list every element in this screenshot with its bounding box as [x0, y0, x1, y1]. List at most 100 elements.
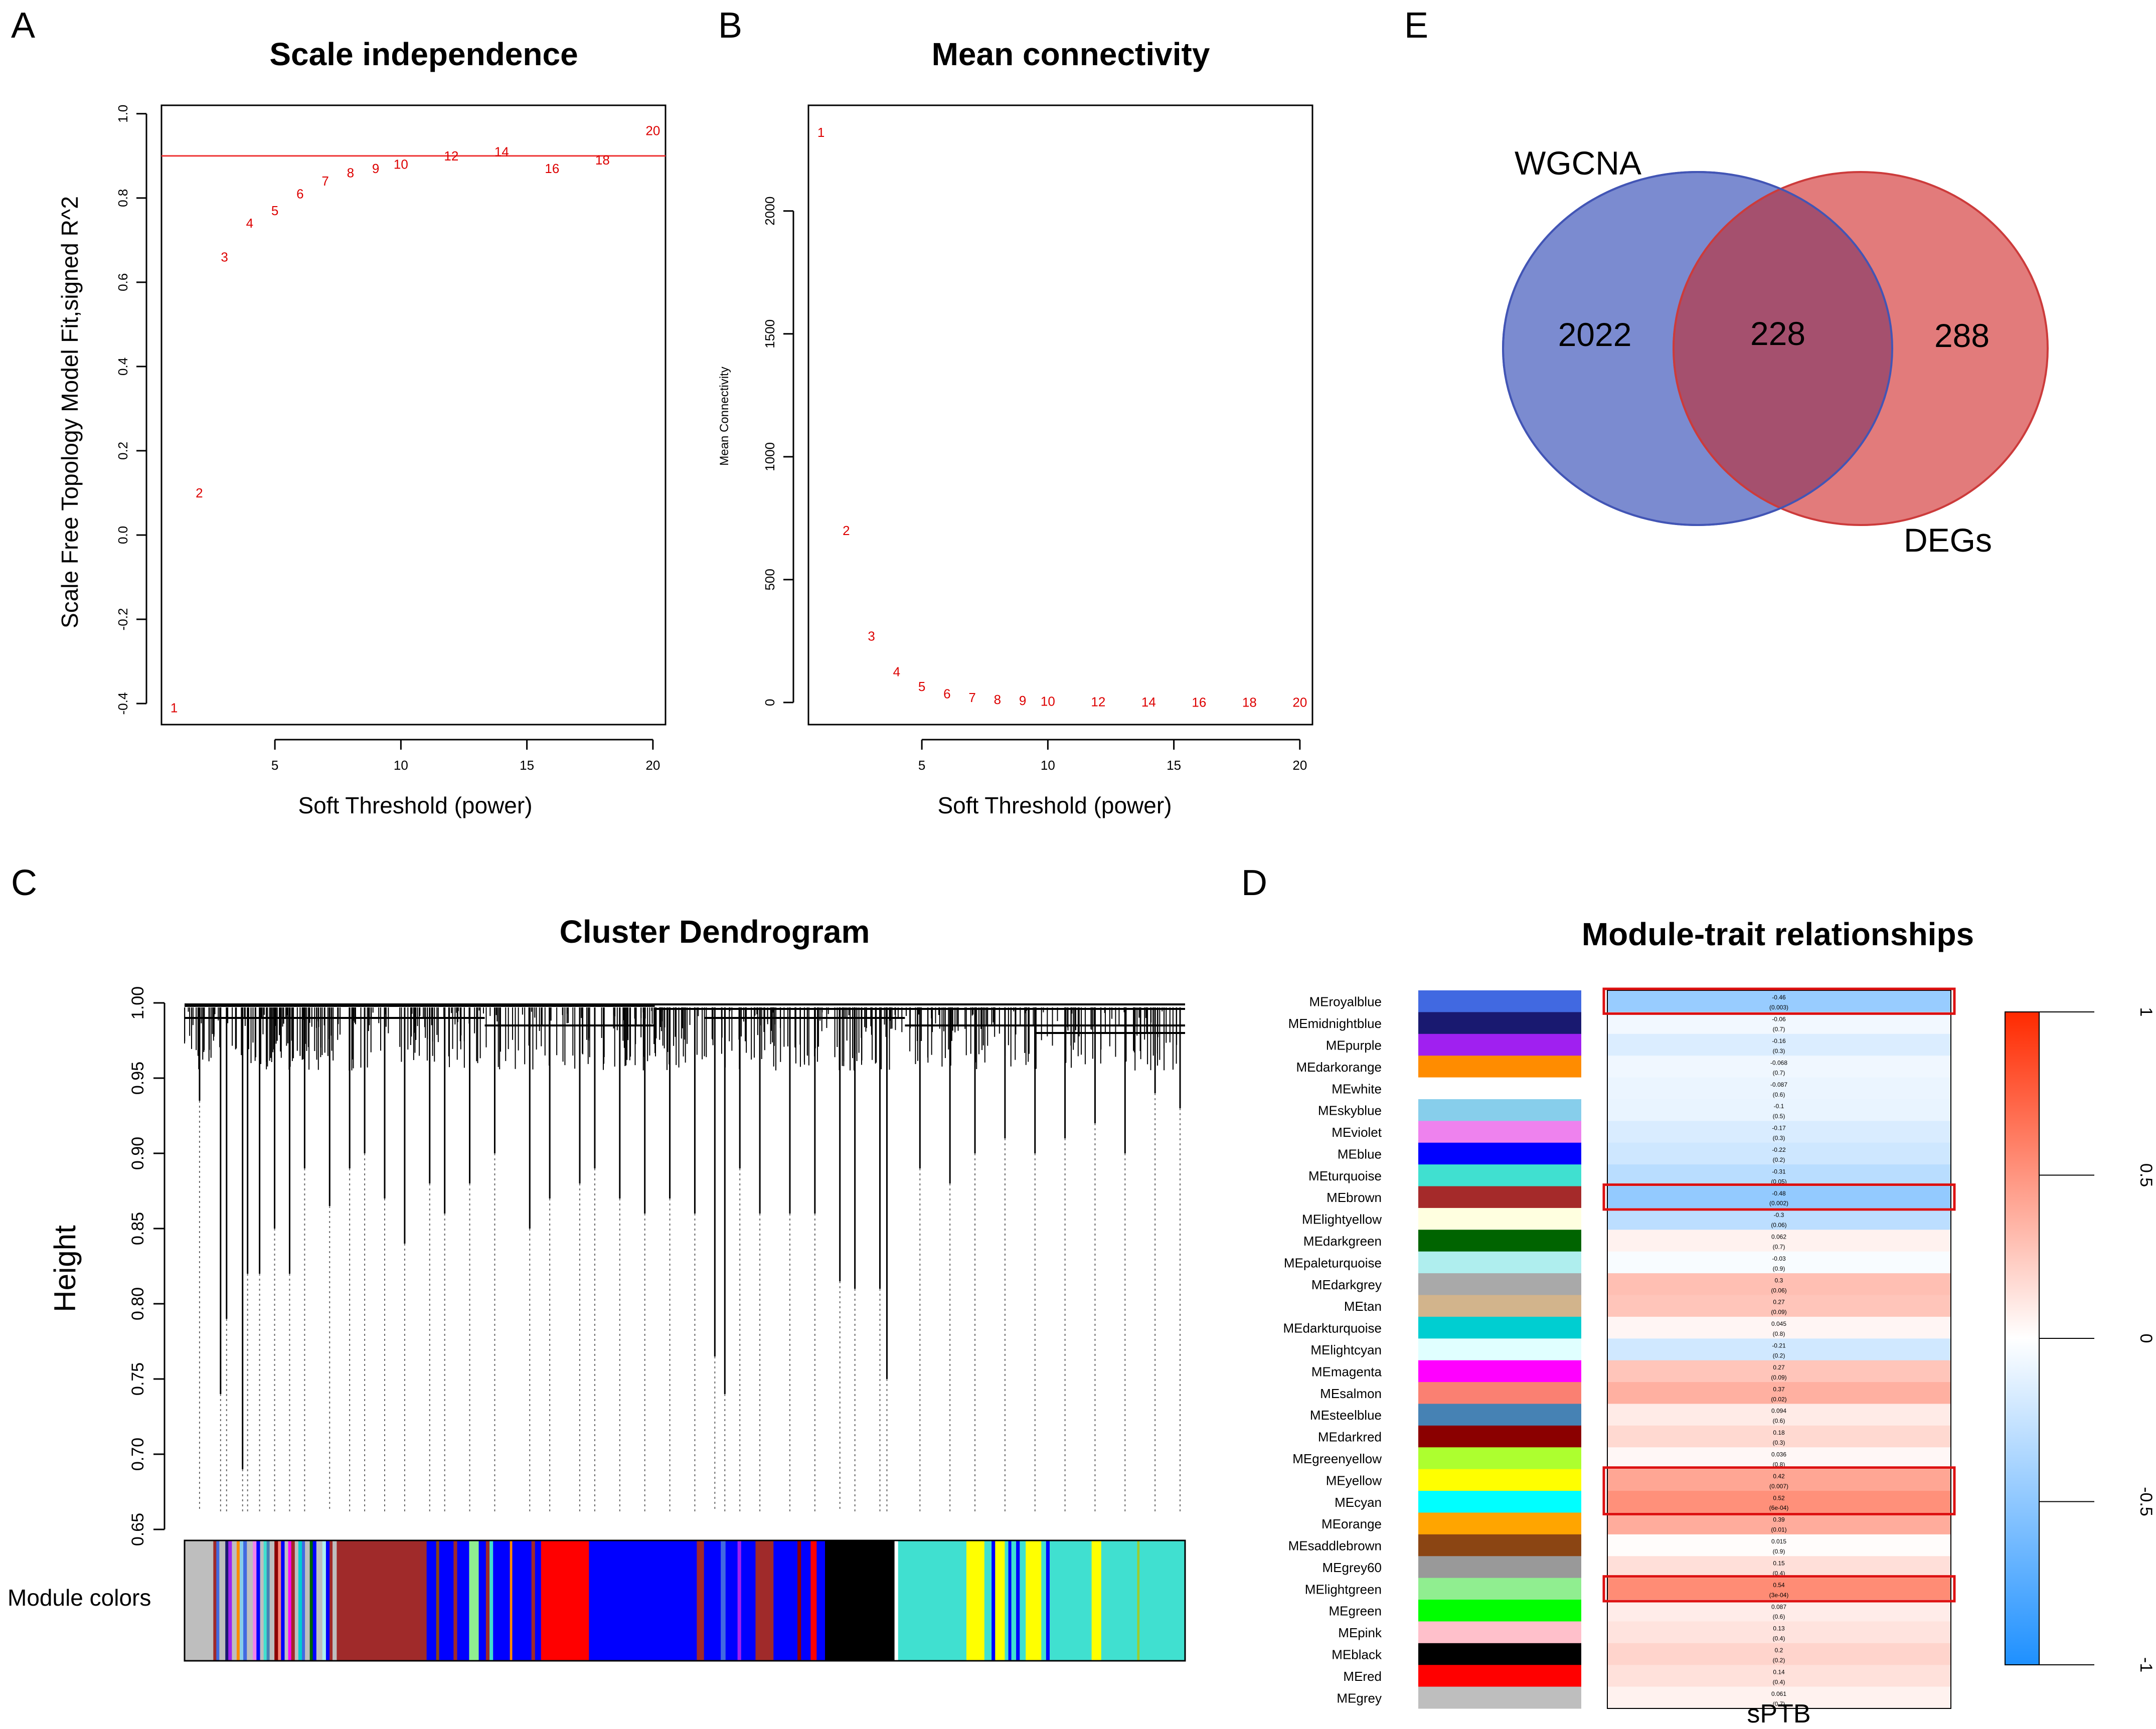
heatmap-cell: [1607, 1469, 1951, 1491]
chart-title-c: Cluster Dendrogram: [560, 914, 870, 950]
heatmap-frame: [1607, 990, 1951, 1709]
module-color-segment: [725, 1540, 738, 1661]
module-color-segment: [1139, 1540, 1186, 1661]
module-color-swatch: [1418, 1512, 1581, 1535]
point-label: 4: [246, 216, 253, 231]
module-color-swatch: [1418, 1273, 1581, 1296]
chart-title-b: Mean connectivity: [932, 36, 1210, 72]
module-color-swatch: [1418, 1099, 1581, 1121]
x-axis-a: 5 10 15 20: [271, 739, 660, 773]
correlation-value: -0.46: [1772, 994, 1786, 1001]
module-color-segment: [302, 1540, 305, 1661]
module-color-swatch: [1418, 1121, 1581, 1143]
venn-intersection-count: 228: [1750, 315, 1805, 352]
module-name-label: MEroyalblue: [1309, 994, 1382, 1009]
point-label: 10: [1041, 694, 1055, 709]
module-name-label: MEgreenyellow: [1292, 1451, 1382, 1466]
panel-letter-e: E: [1404, 6, 1428, 46]
module-color-segment: [436, 1540, 440, 1661]
correlation-value: 0.045: [1771, 1320, 1786, 1327]
y-tick-label: 0.90: [128, 1137, 147, 1170]
heatmap-cell: [1607, 1491, 1951, 1513]
panel-letter-a: A: [11, 6, 35, 46]
heatmap-rows: MEroyalblue -0.46 (0.003) MEmidnightblue -0.…: [1283, 990, 1951, 1709]
venn-intersection: [1673, 172, 1892, 525]
color-scale-legend: [2005, 1011, 2040, 1665]
p-value: (0.09): [1771, 1309, 1786, 1316]
p-value: (0.3): [1773, 1048, 1785, 1055]
heatmap-cell: [1607, 1099, 1951, 1121]
correlation-value: 0.27: [1773, 1364, 1785, 1371]
point-label: 18: [1242, 695, 1257, 710]
heatmap-cell: [1607, 1012, 1951, 1034]
panel-letter-b: B: [718, 6, 742, 46]
module-color-swatch: [1418, 1686, 1581, 1709]
module-color-segment: [269, 1540, 275, 1661]
module-color-swatch: [1418, 1012, 1581, 1034]
module-color-segment: [531, 1540, 536, 1661]
p-value: (0.3): [1773, 1135, 1785, 1142]
correlation-value: 0.015: [1771, 1538, 1786, 1545]
p-value: (0.6): [1773, 1418, 1785, 1425]
y-tick-label: 0.75: [128, 1362, 147, 1396]
point-label: 12: [1091, 694, 1105, 709]
heatmap-cell: [1607, 1056, 1951, 1078]
module-color-segment: [236, 1540, 240, 1661]
highlight-box: [1602, 1575, 1956, 1603]
point-label: 5: [271, 203, 278, 218]
point-label: 4: [893, 664, 900, 679]
point-label: 1: [171, 700, 178, 715]
module-color-segment: [810, 1540, 817, 1661]
p-value: (0.06): [1771, 1287, 1786, 1294]
module-color-swatch: [1418, 1621, 1581, 1644]
point-label: 20: [1292, 695, 1307, 710]
module-color-segment: [260, 1540, 264, 1661]
module-name-label: MElightgreen: [1305, 1582, 1382, 1597]
correlation-value: 0.37: [1773, 1386, 1785, 1393]
module-color-swatch: [1418, 1534, 1581, 1557]
p-value: (0.2): [1773, 1657, 1785, 1664]
p-value: (0.2): [1773, 1156, 1785, 1163]
x-tick-label: 10: [394, 758, 408, 773]
heatmap-cell: [1607, 1643, 1951, 1665]
x-tick-label: 5: [271, 758, 278, 773]
module-name-label: MEskyblue: [1318, 1103, 1382, 1118]
point-label: 14: [494, 144, 509, 159]
p-value: (0.2): [1773, 1352, 1785, 1359]
module-name-label: MEpink: [1338, 1625, 1382, 1640]
correlation-value: -0.03: [1772, 1255, 1786, 1262]
heatmap-cell: [1607, 1512, 1951, 1535]
point-label: 12: [444, 148, 458, 163]
module-color-segment: [322, 1540, 326, 1661]
module-name-label: MEpurple: [1326, 1038, 1382, 1053]
p-value: (6e-04): [1769, 1504, 1789, 1511]
module-color-swatch: [1418, 1425, 1581, 1448]
point-label: 8: [347, 165, 354, 180]
module-name-label: MEmagenta: [1311, 1364, 1382, 1379]
p-value: (0.6): [1773, 1091, 1785, 1098]
heatmap-cell: [1607, 1621, 1951, 1644]
heatmap-cell: [1607, 1382, 1951, 1404]
x-tick-label: 20: [1292, 758, 1307, 773]
y-tick-label: 0.85: [128, 1212, 147, 1245]
p-value: (0.8): [1773, 1461, 1785, 1468]
correlation-value: 0.13: [1773, 1625, 1785, 1632]
x-axis-b: 5 10 15 20: [918, 739, 1307, 773]
module-color-segment: [1016, 1540, 1020, 1661]
legend-tick-label: 0.5: [2136, 1163, 2155, 1187]
module-name-label: MEmidnightblue: [1288, 1016, 1382, 1031]
p-value: (0.7): [1773, 1244, 1785, 1251]
correlation-value: 0.061: [1771, 1690, 1786, 1697]
module-color-segment: [512, 1540, 532, 1661]
venn-wgcna-only: 2022: [1558, 316, 1632, 353]
y-axis-c: 0.65 0.70 0.75 0.80 0.85 0.90 0.95 1.00: [128, 986, 165, 1546]
panel-c: C Cluster Dendrogram 0.65 0.70 0.75 0.80 0.8…: [8, 863, 1186, 1662]
module-color-segment: [966, 1540, 985, 1661]
module-name-label: MEblack: [1332, 1647, 1382, 1662]
module-name-label: MEdarkgreen: [1303, 1234, 1382, 1249]
module-color-segment: [247, 1540, 253, 1661]
heatmap-cell: [1607, 1665, 1951, 1687]
module-color-segment: [329, 1540, 333, 1661]
